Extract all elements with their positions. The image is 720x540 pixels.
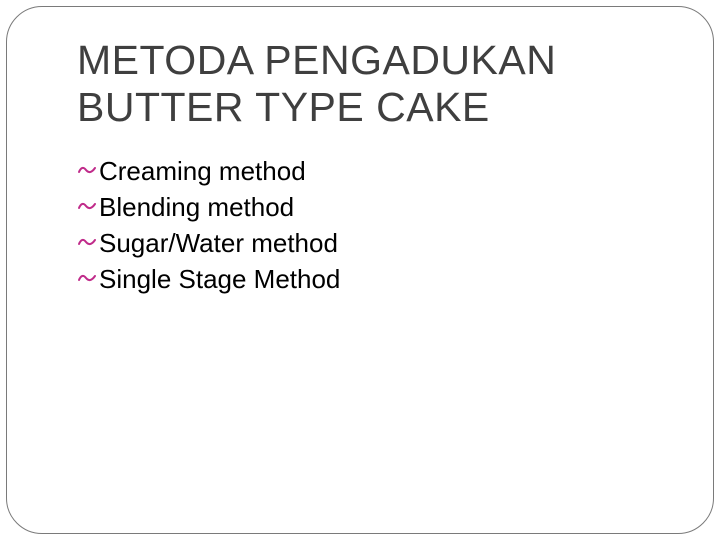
slide-content: METODA PENGADUKAN BUTTER TYPE CAKE Cream… (7, 7, 713, 296)
bullet-icon (77, 270, 97, 292)
bullet-text: Sugar/Water method (99, 227, 338, 261)
bullet-list: Creaming method Blending method Sugar/Wa… (77, 155, 643, 296)
bullet-text: Blending method (99, 191, 294, 225)
list-item: Creaming method (77, 155, 643, 189)
bullet-text: Creaming method (99, 155, 306, 189)
bullet-icon (77, 162, 97, 184)
slide-title: METODA PENGADUKAN BUTTER TYPE CAKE (77, 37, 643, 131)
bullet-icon (77, 234, 97, 256)
bullet-text: Single Stage Method (99, 263, 340, 297)
list-item: Blending method (77, 191, 643, 225)
title-line-2: BUTTER TYPE CAKE (77, 84, 490, 130)
slide-frame: METODA PENGADUKAN BUTTER TYPE CAKE Cream… (6, 6, 714, 534)
list-item: Sugar/Water method (77, 227, 643, 261)
list-item: Single Stage Method (77, 263, 643, 297)
bullet-icon (77, 198, 97, 220)
title-line-1: METODA PENGADUKAN (77, 37, 556, 83)
